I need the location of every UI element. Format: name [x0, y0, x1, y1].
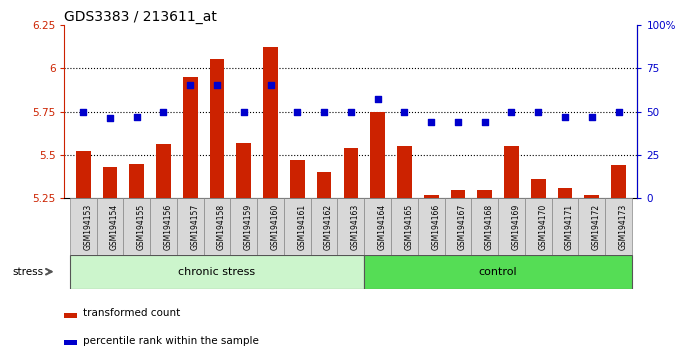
Bar	[364, 198, 391, 255]
Bar	[210, 59, 224, 198]
Bar	[531, 179, 546, 198]
Text: GSM194160: GSM194160	[271, 204, 279, 250]
Point	[78, 109, 89, 114]
Bar	[237, 143, 251, 198]
Bar	[70, 255, 364, 289]
Bar	[338, 198, 364, 255]
Bar	[150, 198, 177, 255]
Text: GSM194172: GSM194172	[592, 204, 601, 250]
Bar	[284, 198, 311, 255]
Text: GSM194155: GSM194155	[137, 204, 146, 250]
Bar	[64, 340, 77, 345]
Point	[426, 119, 437, 125]
Bar	[445, 198, 471, 255]
Bar	[451, 190, 465, 198]
Bar	[612, 165, 626, 198]
Point	[185, 82, 196, 88]
Point	[452, 119, 463, 125]
Text: control: control	[479, 267, 517, 277]
Bar	[525, 198, 552, 255]
Point	[613, 109, 624, 114]
Bar	[64, 313, 77, 318]
Point	[345, 109, 357, 114]
Text: GSM194153: GSM194153	[83, 204, 92, 250]
Bar	[504, 146, 519, 198]
Text: GSM194162: GSM194162	[324, 204, 333, 250]
Bar	[498, 198, 525, 255]
Bar	[129, 164, 144, 198]
Text: GSM194154: GSM194154	[110, 204, 119, 250]
Bar	[290, 160, 304, 198]
Point	[292, 109, 303, 114]
Bar	[102, 167, 117, 198]
Point	[265, 82, 276, 88]
Text: GSM194165: GSM194165	[404, 204, 414, 250]
Text: GSM194169: GSM194169	[511, 204, 521, 250]
Point	[319, 109, 330, 114]
Bar	[397, 146, 412, 198]
Point	[399, 109, 410, 114]
Point	[479, 119, 490, 125]
Point	[506, 109, 517, 114]
Bar	[424, 195, 439, 198]
Text: GSM194157: GSM194157	[191, 204, 199, 250]
Bar	[317, 172, 332, 198]
Point	[104, 116, 115, 121]
Bar	[311, 198, 338, 255]
Bar	[123, 198, 150, 255]
Text: GSM194156: GSM194156	[163, 204, 172, 250]
Point	[158, 109, 169, 114]
Text: GSM194166: GSM194166	[431, 204, 440, 250]
Text: GSM194159: GSM194159	[244, 204, 253, 250]
Bar	[578, 198, 605, 255]
Text: GSM194173: GSM194173	[618, 204, 628, 250]
Point	[372, 97, 383, 102]
Bar	[70, 198, 96, 255]
Text: GSM194164: GSM194164	[378, 204, 386, 250]
Point	[559, 114, 570, 120]
Point	[212, 82, 222, 88]
Text: GSM194168: GSM194168	[485, 204, 494, 250]
Bar	[477, 190, 492, 198]
Text: chronic stress: chronic stress	[178, 267, 256, 277]
Text: GSM194161: GSM194161	[298, 204, 306, 250]
Bar	[584, 195, 599, 198]
Bar	[391, 198, 418, 255]
Point	[533, 109, 544, 114]
Bar	[370, 112, 385, 198]
Text: GDS3383 / 213611_at: GDS3383 / 213611_at	[64, 10, 217, 24]
Text: GSM194163: GSM194163	[351, 204, 360, 250]
Bar	[471, 198, 498, 255]
Text: GSM194171: GSM194171	[565, 204, 574, 250]
Text: transformed count: transformed count	[83, 308, 180, 318]
Text: GSM194170: GSM194170	[538, 204, 547, 250]
Bar	[231, 198, 257, 255]
Point	[239, 109, 250, 114]
Bar	[552, 198, 578, 255]
Point	[132, 114, 142, 120]
Bar	[558, 188, 572, 198]
Bar	[364, 255, 632, 289]
Bar	[96, 198, 123, 255]
Bar	[183, 77, 197, 198]
Bar	[605, 198, 632, 255]
Text: stress: stress	[13, 267, 44, 277]
Bar	[156, 144, 171, 198]
Text: percentile rank within the sample: percentile rank within the sample	[83, 336, 258, 346]
Bar	[76, 152, 90, 198]
Bar	[257, 198, 284, 255]
Bar	[177, 198, 203, 255]
Text: GSM194167: GSM194167	[458, 204, 467, 250]
Text: GSM194158: GSM194158	[217, 204, 226, 250]
Bar	[263, 47, 278, 198]
Bar	[344, 148, 358, 198]
Bar	[418, 198, 445, 255]
Point	[586, 114, 597, 120]
Bar	[203, 198, 231, 255]
